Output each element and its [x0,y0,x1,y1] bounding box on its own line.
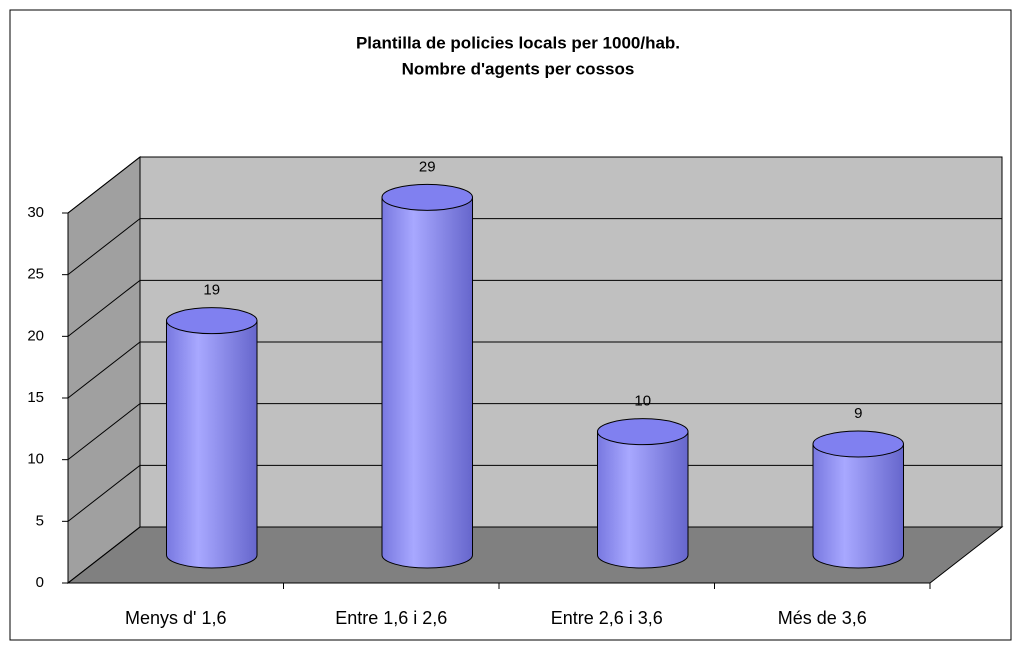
grid-line [67,464,141,522]
grid-line [67,341,141,399]
y-tick-label: 20 [27,327,44,344]
value-label: 29 [419,158,436,175]
y-tick-label: 5 [36,512,44,529]
value-label: 10 [634,393,651,410]
y-tick-label: 25 [27,266,44,283]
chart-title: Plantilla de policies locals per 1000/ha… [356,33,680,52]
grid-line [67,218,141,276]
y-tick-label: 30 [27,204,44,221]
x-tick-label: Entre 1,6 i 2,6 [335,608,447,628]
bar [381,196,474,569]
x-tick-label: Menys d' 1,6 [125,608,227,628]
y-tick-label: 0 [36,574,44,591]
value-label: 19 [203,282,220,299]
bar [165,320,258,569]
grid-line [67,526,141,584]
bar-top [381,183,474,211]
y-tick-label: 10 [27,451,44,468]
chart-subtitle: Nombre d'agents per cossos [402,59,635,78]
grid-line [67,279,141,337]
grid-line [67,156,141,214]
bar-top [812,430,905,458]
x-tick-label: Més de 3,6 [778,608,867,628]
bar [596,431,689,569]
bar-top [596,418,689,446]
bar [812,443,905,569]
bar-top [165,307,258,335]
grid-line [67,403,141,461]
x-tick-label: Entre 2,6 i 3,6 [551,608,663,628]
value-label: 9 [854,405,862,422]
y-tick-label: 15 [27,389,44,406]
